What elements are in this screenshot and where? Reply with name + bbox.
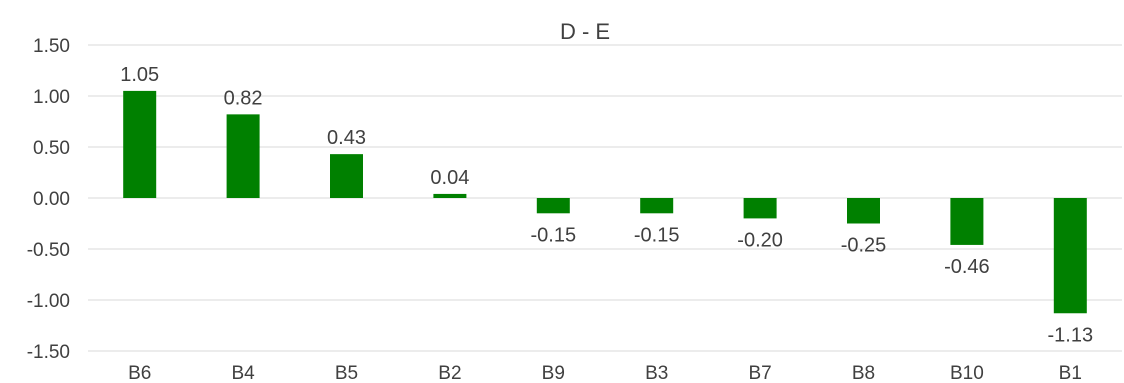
category-label-b3: B3 (645, 363, 668, 383)
data-label-b3: -0.15 (634, 224, 680, 246)
category-label-b7: B7 (748, 363, 771, 383)
y-tick-label: 0.00 (33, 189, 70, 210)
category-label-b10: B10 (950, 363, 984, 383)
y-tick-label: 1.00 (33, 87, 70, 108)
category-label-b1: B1 (1059, 363, 1082, 383)
bar-b4 (226, 114, 260, 198)
bar-b10 (950, 198, 984, 245)
data-label-b8: -0.25 (841, 235, 887, 257)
data-label-b10: -0.46 (944, 256, 990, 278)
y-tick-label: 0.50 (33, 138, 70, 159)
data-label-b1: -1.13 (1048, 324, 1094, 346)
category-labels: B6 B4 B5 B2 B9 B3 B7 B8 B10 B1 (128, 363, 1082, 383)
data-label-b2: 0.04 (430, 167, 469, 189)
bar-b5 (330, 154, 363, 198)
y-tick-label: -0.50 (27, 240, 70, 261)
category-label-b6: B6 (128, 363, 151, 383)
bar-b2 (433, 193, 467, 198)
data-labels: 1.05 0.82 0.43 0.04 -0.15 -0.15 -0.20 -0.25 -0.4… (120, 64, 1093, 346)
data-label-b5: 0.43 (327, 127, 366, 149)
category-label-b5: B5 (335, 363, 358, 383)
gridlines (88, 44, 1122, 352)
y-tick-label: -1.50 (27, 342, 70, 363)
bar-b9 (536, 198, 570, 214)
data-label-b7: -0.20 (737, 229, 783, 251)
bar-b1 (1053, 198, 1087, 314)
bar-b3 (640, 198, 674, 214)
y-tick-label: -1.00 (27, 291, 70, 312)
data-label-b9: -0.15 (531, 224, 577, 246)
bar-b6 (123, 90, 157, 198)
category-label-b8: B8 (852, 363, 875, 383)
data-label-b4: 0.82 (224, 87, 263, 109)
bar-b8 (847, 198, 880, 224)
y-axis-ticks: 1.50 1.00 0.50 0.00 -0.50 -1.00 -1.50 (27, 36, 70, 363)
y-tick-label: 1.50 (33, 36, 70, 57)
category-label-b4: B4 (231, 363, 255, 383)
category-label-b9: B9 (542, 363, 565, 383)
bar-b7 (743, 198, 777, 219)
data-label-b6: 1.05 (120, 64, 159, 86)
category-label-b2: B2 (438, 363, 461, 383)
bars (123, 90, 1087, 314)
chart-title: D - E (560, 19, 610, 44)
